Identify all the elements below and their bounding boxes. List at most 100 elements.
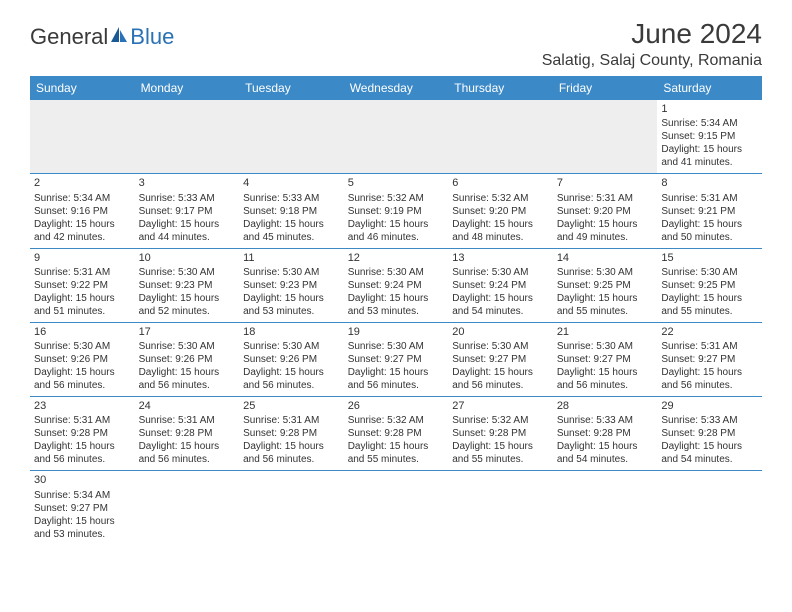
day-number: 10 <box>139 251 236 265</box>
sunrise-text: Sunrise: 5:34 AM <box>661 117 758 130</box>
day-header: Saturday <box>657 76 762 100</box>
daylight-text: Daylight: 15 hours <box>348 440 445 453</box>
daylight-text: Daylight: 15 hours <box>661 143 758 156</box>
day-number: 17 <box>139 325 236 339</box>
daylight-text: Daylight: 15 hours <box>34 366 131 379</box>
daylight-text: Daylight: 15 hours <box>452 440 549 453</box>
sunrise-text: Sunrise: 5:32 AM <box>348 414 445 427</box>
daylight-text: and 48 minutes. <box>452 231 549 244</box>
calendar-cell <box>553 100 658 174</box>
sunset-text: Sunset: 9:27 PM <box>452 353 549 366</box>
day-number: 1 <box>661 102 758 116</box>
sunrise-text: Sunrise: 5:34 AM <box>34 489 131 502</box>
sunset-text: Sunset: 9:24 PM <box>348 279 445 292</box>
daylight-text: and 55 minutes. <box>661 305 758 318</box>
sunset-text: Sunset: 9:20 PM <box>452 205 549 218</box>
daylight-text: and 50 minutes. <box>661 231 758 244</box>
day-number: 25 <box>243 399 340 413</box>
day-number: 6 <box>452 176 549 190</box>
sunrise-text: Sunrise: 5:32 AM <box>452 192 549 205</box>
calendar-cell <box>553 471 658 545</box>
daylight-text: Daylight: 15 hours <box>243 218 340 231</box>
sunrise-text: Sunrise: 5:30 AM <box>557 340 654 353</box>
day-number: 11 <box>243 251 340 265</box>
sunrise-text: Sunrise: 5:30 AM <box>34 340 131 353</box>
sunset-text: Sunset: 9:23 PM <box>139 279 236 292</box>
sunrise-text: Sunrise: 5:30 AM <box>139 266 236 279</box>
sunrise-text: Sunrise: 5:30 AM <box>139 340 236 353</box>
daylight-text: and 56 minutes. <box>34 379 131 392</box>
daylight-text: and 55 minutes. <box>348 453 445 466</box>
daylight-text: Daylight: 15 hours <box>557 366 654 379</box>
calendar-cell: 28Sunrise: 5:33 AMSunset: 9:28 PMDayligh… <box>553 397 658 471</box>
daylight-text: and 54 minutes. <box>452 305 549 318</box>
calendar-cell: 2Sunrise: 5:34 AMSunset: 9:16 PMDaylight… <box>30 174 135 248</box>
daylight-text: and 55 minutes. <box>557 305 654 318</box>
day-number: 30 <box>34 473 131 487</box>
daylight-text: Daylight: 15 hours <box>557 292 654 305</box>
page: General Blue June 2024 Salatig, Salaj Co… <box>0 0 792 563</box>
calendar-cell: 4Sunrise: 5:33 AMSunset: 9:18 PMDaylight… <box>239 174 344 248</box>
sunrise-text: Sunrise: 5:33 AM <box>139 192 236 205</box>
daylight-text: Daylight: 15 hours <box>139 218 236 231</box>
calendar-cell: 9Sunrise: 5:31 AMSunset: 9:22 PMDaylight… <box>30 248 135 322</box>
daylight-text: and 56 minutes. <box>452 379 549 392</box>
daylight-text: and 51 minutes. <box>34 305 131 318</box>
sunrise-text: Sunrise: 5:30 AM <box>557 266 654 279</box>
sunset-text: Sunset: 9:19 PM <box>348 205 445 218</box>
sunset-text: Sunset: 9:28 PM <box>557 427 654 440</box>
daylight-text: Daylight: 15 hours <box>661 440 758 453</box>
daylight-text: Daylight: 15 hours <box>661 218 758 231</box>
sunrise-text: Sunrise: 5:30 AM <box>243 266 340 279</box>
day-number: 23 <box>34 399 131 413</box>
daylight-text: Daylight: 15 hours <box>661 292 758 305</box>
calendar-cell: 16Sunrise: 5:30 AMSunset: 9:26 PMDayligh… <box>30 322 135 396</box>
calendar-cell <box>448 471 553 545</box>
calendar-row: 23Sunrise: 5:31 AMSunset: 9:28 PMDayligh… <box>30 397 762 471</box>
day-number: 3 <box>139 176 236 190</box>
sunrise-text: Sunrise: 5:30 AM <box>452 340 549 353</box>
daylight-text: Daylight: 15 hours <box>557 218 654 231</box>
daylight-text: and 56 minutes. <box>243 379 340 392</box>
daylight-text: and 41 minutes. <box>661 156 758 169</box>
logo-general-text: General <box>30 24 108 50</box>
day-number: 9 <box>34 251 131 265</box>
calendar-cell <box>135 471 240 545</box>
daylight-text: and 56 minutes. <box>139 379 236 392</box>
daylight-text: and 56 minutes. <box>348 379 445 392</box>
calendar-cell <box>344 100 449 174</box>
daylight-text: Daylight: 15 hours <box>243 292 340 305</box>
sunrise-text: Sunrise: 5:31 AM <box>661 340 758 353</box>
sunrise-text: Sunrise: 5:30 AM <box>243 340 340 353</box>
sunrise-text: Sunrise: 5:31 AM <box>34 266 131 279</box>
daylight-text: and 54 minutes. <box>557 453 654 466</box>
daylight-text: and 49 minutes. <box>557 231 654 244</box>
sunset-text: Sunset: 9:26 PM <box>243 353 340 366</box>
daylight-text: and 54 minutes. <box>661 453 758 466</box>
calendar-table: Sunday Monday Tuesday Wednesday Thursday… <box>30 76 762 545</box>
day-header: Tuesday <box>239 76 344 100</box>
calendar-cell: 25Sunrise: 5:31 AMSunset: 9:28 PMDayligh… <box>239 397 344 471</box>
daylight-text: and 42 minutes. <box>34 231 131 244</box>
calendar-cell: 13Sunrise: 5:30 AMSunset: 9:24 PMDayligh… <box>448 248 553 322</box>
calendar-row: 30Sunrise: 5:34 AMSunset: 9:27 PMDayligh… <box>30 471 762 545</box>
calendar-cell: 27Sunrise: 5:32 AMSunset: 9:28 PMDayligh… <box>448 397 553 471</box>
daylight-text: and 53 minutes. <box>34 528 131 541</box>
daylight-text: Daylight: 15 hours <box>139 440 236 453</box>
sunset-text: Sunset: 9:25 PM <box>557 279 654 292</box>
calendar-cell: 18Sunrise: 5:30 AMSunset: 9:26 PMDayligh… <box>239 322 344 396</box>
logo-sail-icon <box>109 25 129 50</box>
daylight-text: Daylight: 15 hours <box>348 218 445 231</box>
calendar-cell: 22Sunrise: 5:31 AMSunset: 9:27 PMDayligh… <box>657 322 762 396</box>
logo-blue-text: Blue <box>130 24 174 50</box>
day-number: 16 <box>34 325 131 339</box>
sunrise-text: Sunrise: 5:31 AM <box>139 414 236 427</box>
daylight-text: and 45 minutes. <box>243 231 340 244</box>
daylight-text: Daylight: 15 hours <box>139 292 236 305</box>
day-number: 5 <box>348 176 445 190</box>
daylight-text: and 56 minutes. <box>661 379 758 392</box>
page-title: June 2024 <box>542 18 762 50</box>
daylight-text: Daylight: 15 hours <box>557 440 654 453</box>
calendar-cell <box>239 471 344 545</box>
header: General Blue June 2024 Salatig, Salaj Co… <box>30 18 762 70</box>
